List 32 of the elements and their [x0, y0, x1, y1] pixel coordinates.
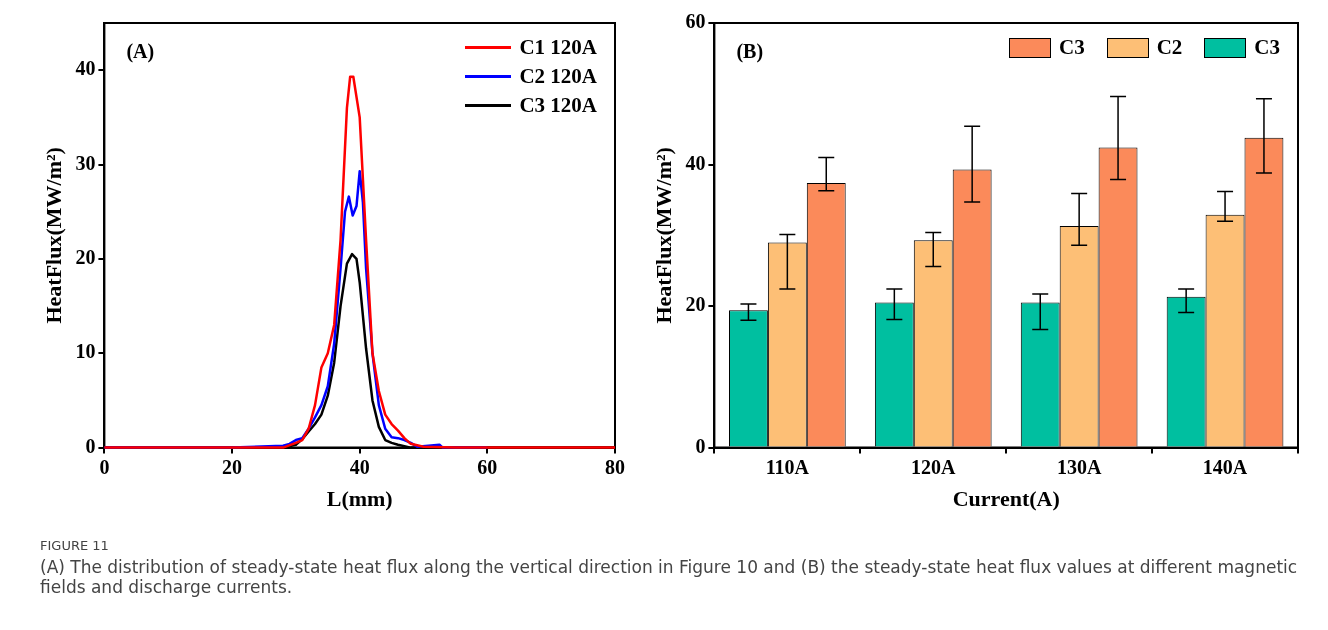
y-tick-label: 40	[75, 57, 96, 80]
text: (A) The distribution of steady-state heat flux along the vertical direction in Figure 10 and (B) the steady-state heat flux values at different magnetic fields and discharge currents.	[40, 557, 1299, 597]
y-tick-label: 0	[695, 434, 706, 457]
y-tick-label: 20	[75, 246, 96, 269]
y-axis-title: HeatFlux(MW/m²)	[650, 147, 676, 324]
x-tick-label: 140A	[1202, 455, 1248, 478]
annotation: (B)	[736, 40, 764, 64]
x-tick-label: 0	[99, 455, 110, 478]
y-tick-label: 30	[75, 151, 96, 174]
x-tick-label: 60	[477, 455, 498, 478]
y-tick-label: 0	[85, 434, 96, 457]
caption: FIGURE 11	[40, 538, 110, 553]
legend-label: C1 120A	[519, 35, 597, 60]
x-tick-label: 120A	[911, 455, 957, 478]
legend-label: C3	[1254, 35, 1280, 60]
y-tick-label: 40	[685, 151, 706, 174]
legend-label: C3	[1058, 35, 1085, 60]
x-tick-label: 110A	[765, 455, 810, 478]
y-tick-label: 10	[75, 340, 96, 363]
y-tick-label: 20	[685, 293, 706, 316]
legend-label: C3 120A	[519, 93, 597, 118]
x-tick-label: 130A	[1056, 455, 1102, 478]
x-tick-label: 40	[349, 455, 370, 478]
x-tick-label: 20	[222, 455, 243, 478]
legend-label: C2 120A	[519, 64, 597, 89]
x-tick-label: 80	[605, 455, 625, 478]
legend-label: C2	[1156, 35, 1183, 60]
x-axis-title: Current(A)	[952, 486, 1060, 512]
annotation: (A)	[126, 40, 155, 64]
x-axis-title: L(mm)	[326, 486, 393, 512]
y-axis-title: HeatFlux(MW/m²)	[40, 147, 66, 324]
y-tick-label: 60	[685, 10, 706, 33]
